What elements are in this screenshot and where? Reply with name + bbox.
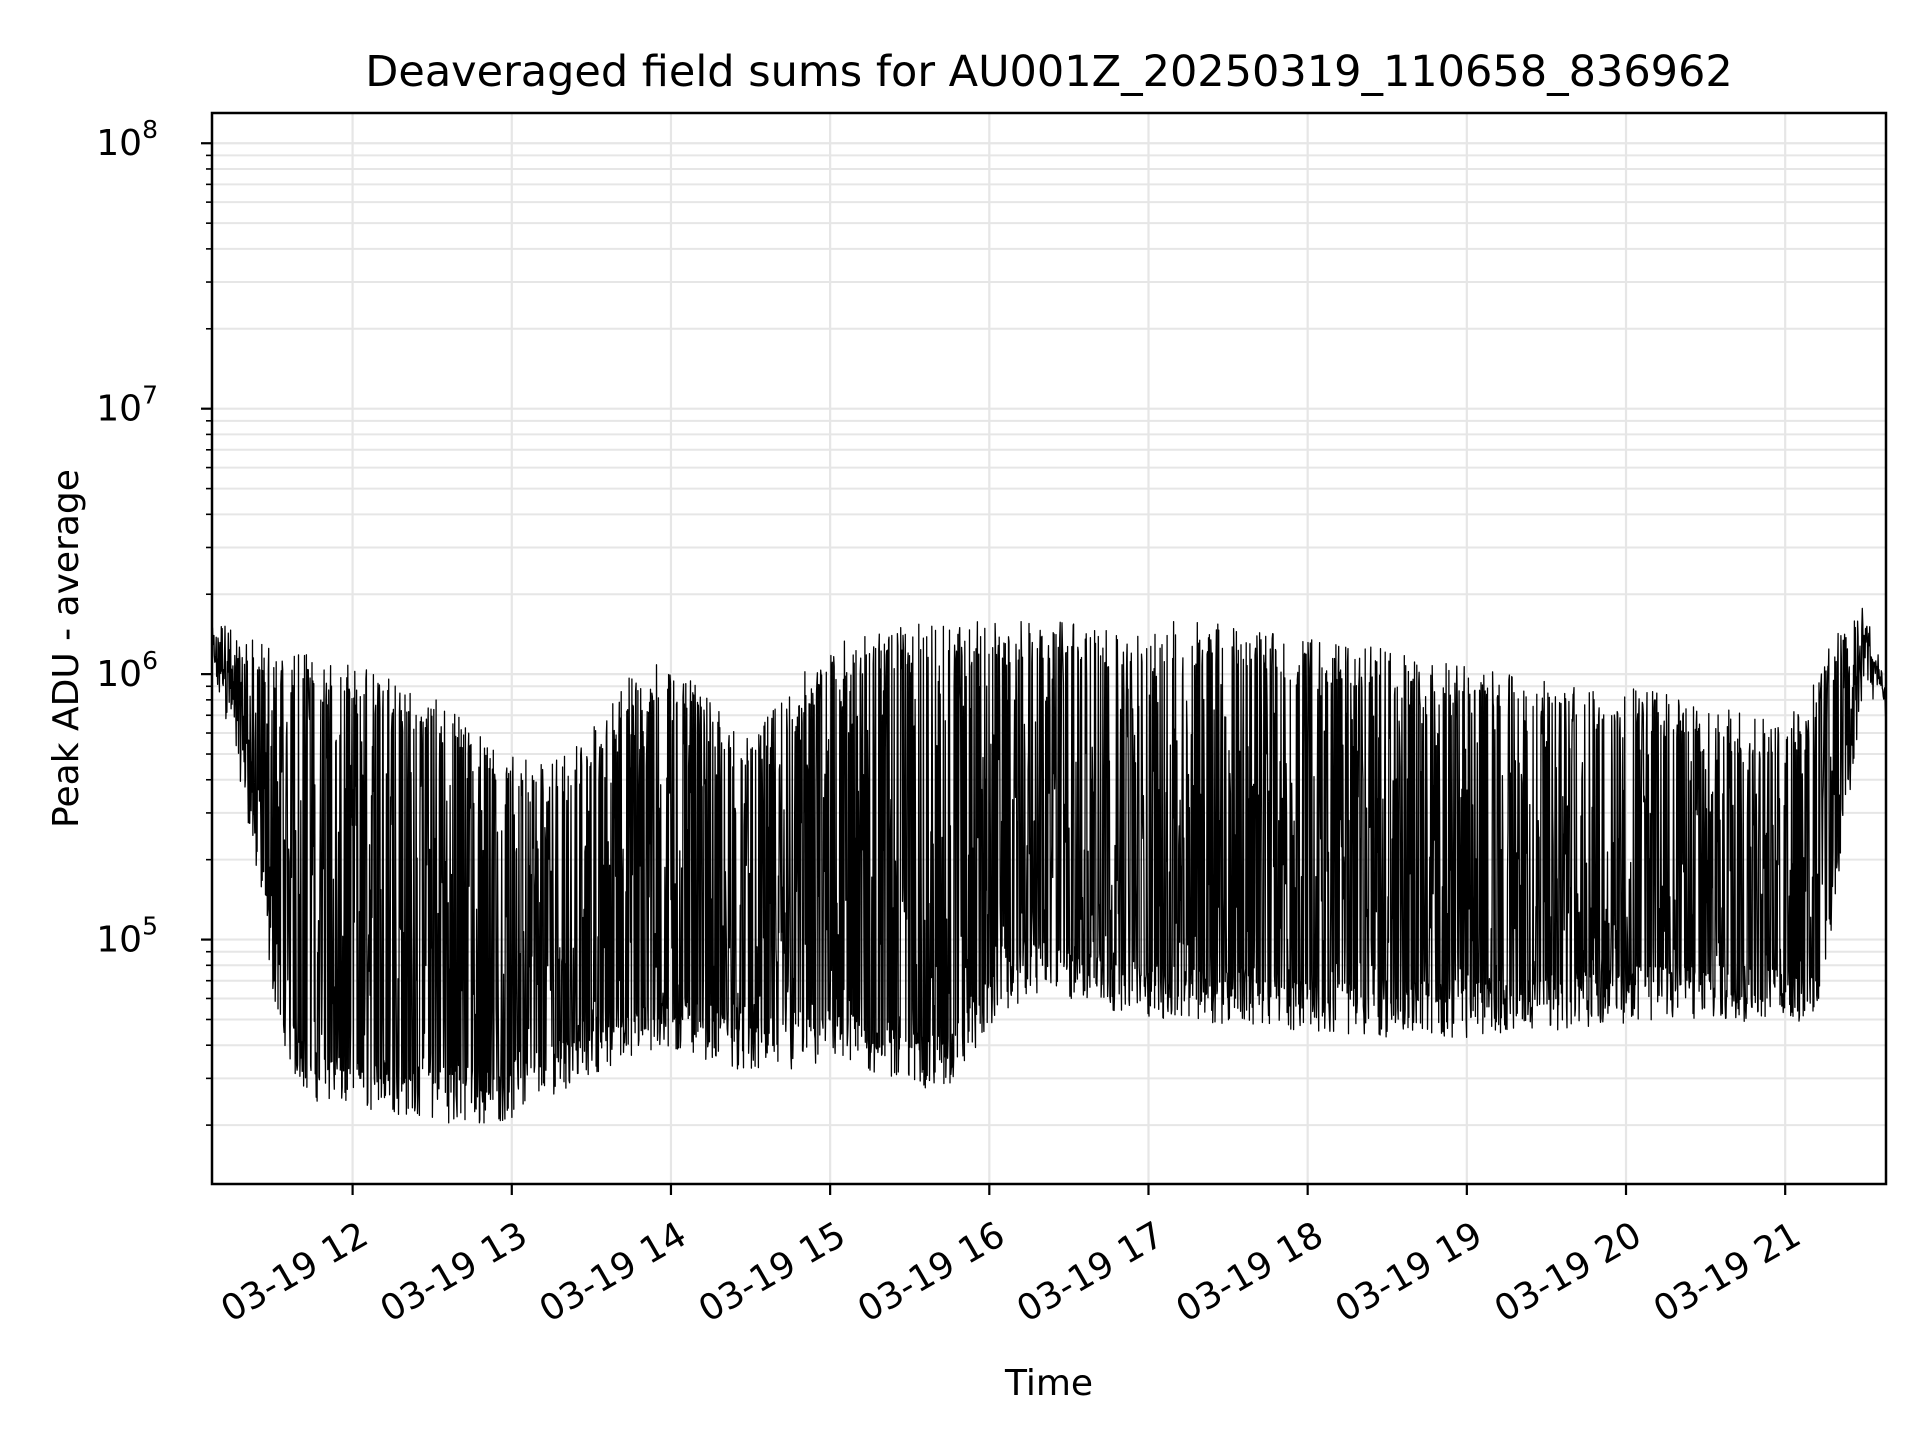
y-tick-label: 108 bbox=[96, 115, 158, 164]
y-tick-exponent: 6 bbox=[142, 646, 158, 675]
x-axis-label: Time bbox=[1004, 1363, 1093, 1404]
y-tick-base: 10 bbox=[96, 654, 142, 695]
line-layer bbox=[211, 607, 1887, 1124]
y-tick-base: 10 bbox=[96, 123, 142, 164]
y-tick-base: 10 bbox=[96, 920, 142, 961]
y-tick-label: 106 bbox=[96, 646, 158, 695]
plot-frame bbox=[210, 111, 1888, 1186]
y-tick-label: 107 bbox=[96, 381, 158, 430]
y-tick-exponent: 7 bbox=[142, 381, 158, 410]
data-series-line bbox=[211, 607, 1887, 1124]
y-tick-exponent: 8 bbox=[142, 115, 158, 144]
y-tick-base: 10 bbox=[96, 389, 142, 430]
chart-title: Deaveraged field sums for AU001Z_2025031… bbox=[365, 47, 1733, 97]
y-tick-exponent: 5 bbox=[142, 912, 158, 941]
y-tick-label: 105 bbox=[96, 912, 158, 961]
y-axis-label: Peak ADU - average bbox=[46, 469, 87, 828]
